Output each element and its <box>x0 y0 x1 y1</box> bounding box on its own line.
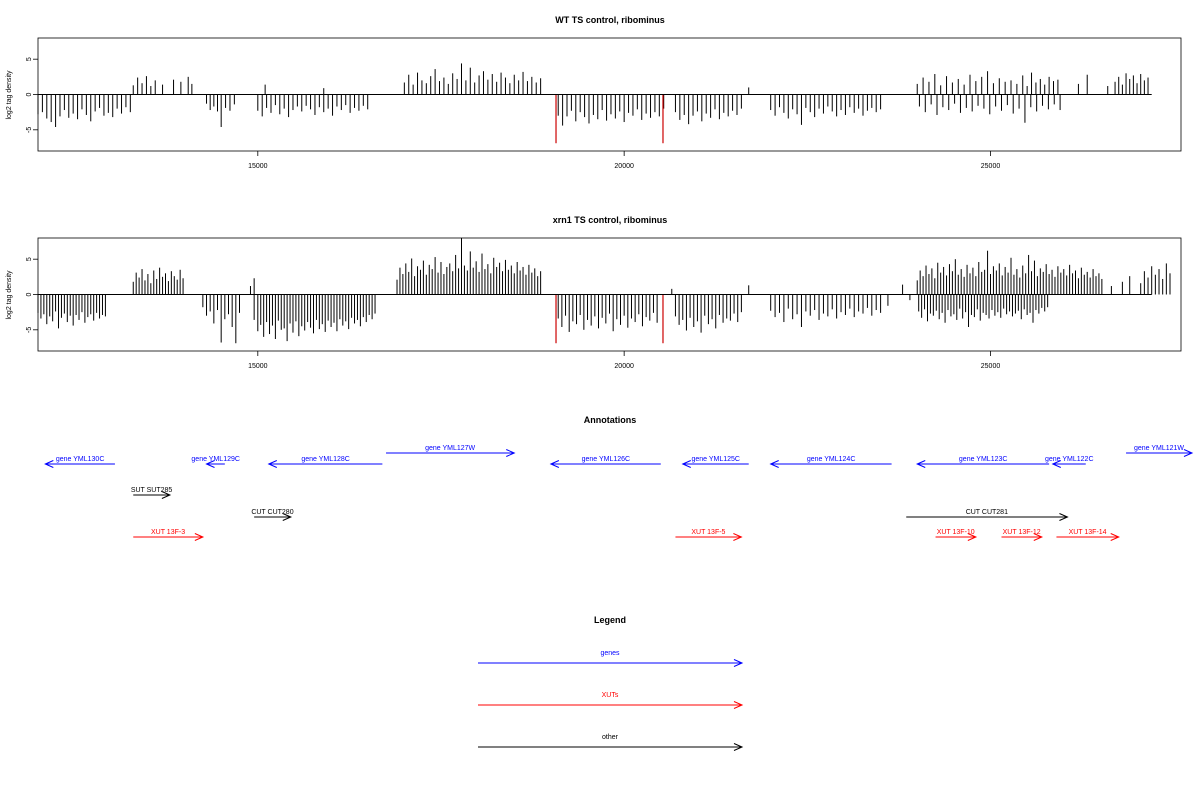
y-axis-label: log2 tag density <box>6 270 13 320</box>
annotation-feature: gene YML127W <box>386 445 516 457</box>
annotation-feature: gene YML123C <box>915 456 1050 468</box>
y-axis-label: log2 tag density <box>6 70 13 120</box>
legend-label: other <box>602 734 619 741</box>
legend-item: XUTs <box>478 692 744 709</box>
arrow-head <box>733 743 744 751</box>
feature-label: CUT CUT281 <box>966 509 1008 516</box>
x-tick-label: 25000 <box>981 163 1001 170</box>
feature-label: gene YML130C <box>56 456 105 463</box>
arrow-head <box>44 460 54 468</box>
arrow-head <box>205 460 215 468</box>
coverage-bars <box>37 63 1152 144</box>
feature-label: gene YML122C <box>1045 456 1094 463</box>
annotation-feature: XUT 13F-14 <box>1056 529 1120 541</box>
y-tick-label: -5 <box>26 327 33 333</box>
arrow-head <box>267 460 277 468</box>
chart-title: WT TS control, ribominus <box>555 15 665 25</box>
feature-label: XUT 13F-14 <box>1069 529 1107 536</box>
feature-label: gene YML127W <box>425 445 475 452</box>
arrow-head <box>194 533 205 541</box>
feature-label: XUT 13F-3 <box>151 529 185 536</box>
annotation-feature: XUT 13F-3 <box>133 529 205 541</box>
annotations-panel: Annotations gene YML130C gene YML129C gene… <box>44 415 1194 541</box>
annotation-feature: gene YML128C <box>267 456 383 468</box>
y-tick-label: 0 <box>26 292 33 296</box>
annotation-feature: gene YML121W <box>1126 445 1194 457</box>
legend-title: Legend <box>594 615 626 625</box>
arrow-head <box>915 460 926 468</box>
legend-item: genes <box>478 650 744 667</box>
legend-item: other <box>478 734 744 751</box>
arrow-head <box>1110 533 1120 541</box>
axes: 15000 20000 25000 5 0 -5 <box>26 57 1000 170</box>
coverage-bars <box>37 238 1171 344</box>
annotation-features: gene YML130C gene YML129C gene YML128C gene… <box>44 445 1194 541</box>
arrow-head <box>1059 513 1069 521</box>
arrow-head <box>733 533 743 541</box>
arrow-head <box>733 659 744 667</box>
feature-label: XUT 13F-10 <box>937 529 975 536</box>
legend-items: genes XUTs other <box>478 650 744 751</box>
xrn1-coverage-panel: xrn1 TS control, ribominus log2 tag dens… <box>6 215 1182 370</box>
arrow-head <box>1033 533 1044 541</box>
feature-label: gene YML123C <box>959 456 1008 463</box>
annotation-feature: gene YML130C <box>44 456 115 468</box>
annotation-feature: XUT 13F-5 <box>675 529 743 541</box>
x-tick-label: 15000 <box>248 163 268 170</box>
feature-label: SUT SUT285 <box>131 487 173 494</box>
x-tick-label: 20000 <box>614 363 634 370</box>
annotations-title: Annotations <box>584 415 637 425</box>
legend-label: XUTs <box>602 692 619 699</box>
y-tick-label: -5 <box>26 127 33 133</box>
annotation-feature: gene YML122C <box>1045 456 1094 468</box>
arrow-head <box>1183 449 1194 457</box>
annotation-feature: CUT CUT281 <box>906 509 1069 521</box>
chart-title: xrn1 TS control, ribominus <box>553 215 668 225</box>
feature-label: gene YML126C <box>582 456 631 463</box>
feature-label: CUT CUT280 <box>251 509 293 516</box>
x-tick-label: 25000 <box>981 363 1001 370</box>
y-tick-label: 5 <box>26 257 33 261</box>
wt-coverage-panel: WT TS control, ribominus log2 tag densit… <box>6 15 1182 170</box>
arrow-head <box>549 460 560 468</box>
annotation-feature: XUT 13F-10 <box>935 529 978 541</box>
legend-label: genes <box>600 650 620 657</box>
legend: Legend genes XUTs other <box>478 615 744 751</box>
annotation-feature: gene YML126C <box>549 456 661 468</box>
feature-label: gene YML129C <box>191 456 240 463</box>
feature-label: XUT 13F-12 <box>1003 529 1041 536</box>
feature-label: XUT 13F-5 <box>691 529 725 536</box>
annotation-feature: gene YML124C <box>769 456 892 468</box>
arrow-head <box>681 460 691 468</box>
arrow-head <box>769 460 779 468</box>
arrow-head <box>1051 460 1061 468</box>
x-tick-label: 20000 <box>614 163 634 170</box>
arrow-head <box>967 533 978 541</box>
feature-label: gene YML128C <box>301 456 350 463</box>
annotation-feature: CUT CUT280 <box>251 509 294 521</box>
annotation-feature: XUT 13F-12 <box>1001 529 1044 541</box>
y-tick-label: 5 <box>26 57 33 61</box>
y-tick-label: 0 <box>26 92 33 96</box>
feature-label: gene YML124C <box>807 456 856 463</box>
feature-label: gene YML125C <box>691 456 740 463</box>
arrow-head <box>282 513 293 521</box>
annotation-feature: SUT SUT285 <box>131 487 173 499</box>
x-tick-label: 15000 <box>248 363 268 370</box>
axes: 15000 20000 25000 5 0 -5 <box>26 257 1000 370</box>
annotation-feature: gene YML125C <box>681 456 749 468</box>
arrow-head <box>161 491 172 499</box>
feature-label: gene YML121W <box>1134 445 1184 452</box>
arrow-head <box>506 449 516 457</box>
arrow-head <box>733 701 744 709</box>
annotation-feature: gene YML129C <box>191 456 240 468</box>
